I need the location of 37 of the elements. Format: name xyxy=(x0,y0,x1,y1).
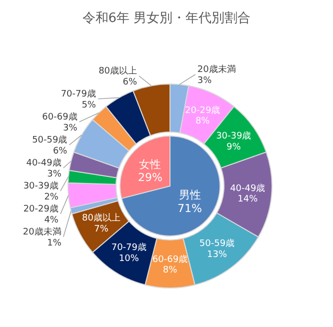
slice-label: 70-79歳 xyxy=(111,242,147,254)
data-label: 13% xyxy=(207,250,228,260)
slice-label: 男性 xyxy=(178,188,201,202)
slice-label: 80歳以上 xyxy=(98,66,138,77)
data-label: 8% xyxy=(195,116,210,127)
data-label: 2% xyxy=(44,192,59,202)
data-label: 6% xyxy=(52,146,68,156)
slice-label: 60-69歳 xyxy=(42,112,78,123)
slice-label: 30-39歳 xyxy=(23,180,58,192)
data-label: 14% xyxy=(238,194,258,205)
slice-label: 70-79歳 xyxy=(60,88,96,100)
data-label: 3% xyxy=(63,123,78,134)
slice-label: 20-29歳 xyxy=(185,104,220,116)
slice-label: 40-49歳 xyxy=(26,158,62,169)
slice-label: 20-29歳 xyxy=(23,204,58,215)
data-label: 10% xyxy=(118,254,140,264)
slice-label: 30-39歳 xyxy=(216,130,252,142)
data-label: 3% xyxy=(47,169,62,180)
data-label: 1% xyxy=(47,238,62,248)
chart-title: 令和6年 男女別・年代別割合 xyxy=(82,11,251,26)
data-label: 3% xyxy=(197,76,212,86)
data-label: 6% xyxy=(122,77,138,88)
data-label: 71% xyxy=(178,202,202,215)
slice-label: 80歳以上 xyxy=(82,212,121,224)
slice-label: 20歳未満 xyxy=(22,226,62,238)
slice-label: 20歳未満 xyxy=(197,64,236,76)
slice-label: 60-69歳 xyxy=(152,254,188,265)
data-label: 4% xyxy=(44,215,59,226)
slice-label: 50-59歳 xyxy=(199,238,235,249)
data-label: 8% xyxy=(162,266,178,276)
data-label: 9% xyxy=(226,142,242,152)
data-label: 7% xyxy=(94,224,109,234)
slice-label: 女性 xyxy=(139,158,162,171)
data-label: 5% xyxy=(82,100,96,110)
slice-label: 40-49歳 xyxy=(230,182,266,194)
data-label: 29% xyxy=(138,171,162,184)
slice-label: 50-59歳 xyxy=(32,134,68,146)
